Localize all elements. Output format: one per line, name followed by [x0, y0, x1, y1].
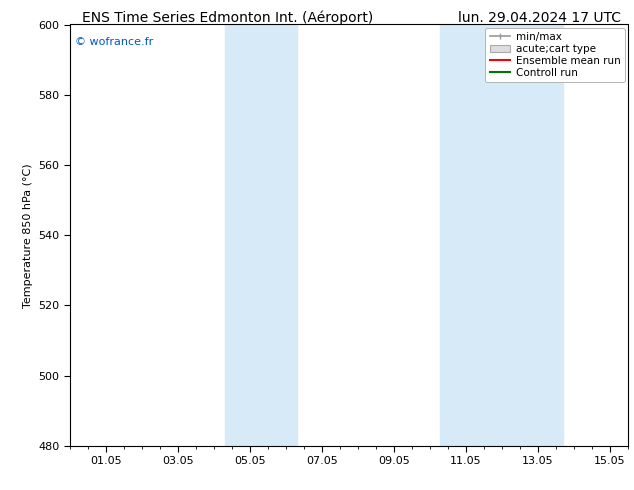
Text: lun. 29.04.2024 17 UTC: lun. 29.04.2024 17 UTC — [458, 11, 621, 25]
Text: ENS Time Series Edmonton Int. (Aéroport): ENS Time Series Edmonton Int. (Aéroport) — [82, 11, 373, 25]
Bar — [224, 24, 297, 446]
Legend: min/max, acute;cart type, Ensemble mean run, Controll run: min/max, acute;cart type, Ensemble mean … — [486, 27, 624, 82]
Bar — [441, 24, 563, 446]
Text: © wofrance.fr: © wofrance.fr — [75, 37, 153, 47]
Y-axis label: Temperature 850 hPa (°C): Temperature 850 hPa (°C) — [23, 163, 32, 308]
